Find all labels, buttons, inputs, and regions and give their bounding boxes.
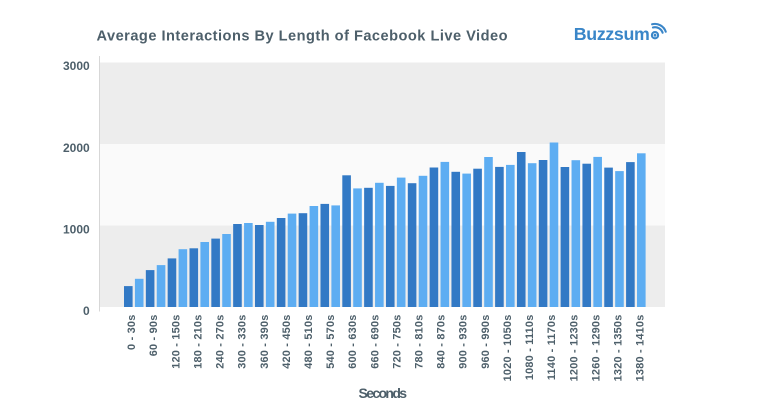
svg-text:0 - 30s: 0 - 30s (126, 315, 138, 350)
svg-text:1320 - 1350s: 1320 - 1350s (613, 315, 625, 382)
svg-text:360 - 390s: 360 - 390s (259, 315, 271, 369)
svg-text:Average Interactions By Length: Average Interactions By Length of Facebo… (97, 29, 508, 45)
svg-text:600 - 630s: 600 - 630s (347, 315, 359, 369)
svg-text:1200 - 1230s: 1200 - 1230s (568, 315, 580, 382)
svg-text:1080 - 1110s: 1080 - 1110s (524, 315, 536, 381)
svg-text:240 - 270s: 240 - 270s (215, 315, 227, 369)
svg-text:420 - 450s: 420 - 450s (281, 315, 293, 369)
svg-text:540 - 570s: 540 - 570s (325, 315, 337, 369)
svg-text:60 - 90s: 60 - 90s (148, 315, 160, 357)
svg-text:2000: 2000 (63, 141, 90, 155)
svg-text:3000: 3000 (63, 59, 90, 73)
svg-text:1260 - 1290s: 1260 - 1290s (590, 315, 602, 382)
svg-text:1020 - 1050s: 1020 - 1050s (502, 315, 514, 382)
svg-text:720 - 750s: 720 - 750s (391, 315, 403, 369)
svg-text:Seconds: Seconds (359, 385, 408, 401)
svg-text:120 - 150s: 120 - 150s (170, 315, 182, 369)
svg-text:1000: 1000 (63, 223, 90, 237)
svg-text:Buzzsum: Buzzsum (574, 24, 650, 44)
svg-text:660 - 690s: 660 - 690s (369, 315, 381, 369)
svg-text:1380 - 1410s: 1380 - 1410s (635, 315, 647, 382)
svg-text:480 - 510s: 480 - 510s (303, 315, 315, 369)
svg-text:780 - 810s: 780 - 810s (414, 315, 426, 369)
svg-text:840 - 870s: 840 - 870s (436, 315, 448, 369)
svg-text:1140 - 1170s: 1140 - 1170s (546, 315, 558, 381)
svg-text:960 - 990s: 960 - 990s (480, 314, 492, 368)
svg-text:180 - 210s: 180 - 210s (192, 315, 204, 369)
svg-text:900 - 930s: 900 - 930s (458, 315, 470, 369)
svg-text:0: 0 (83, 304, 90, 318)
svg-text:300 - 330s: 300 - 330s (237, 315, 249, 369)
